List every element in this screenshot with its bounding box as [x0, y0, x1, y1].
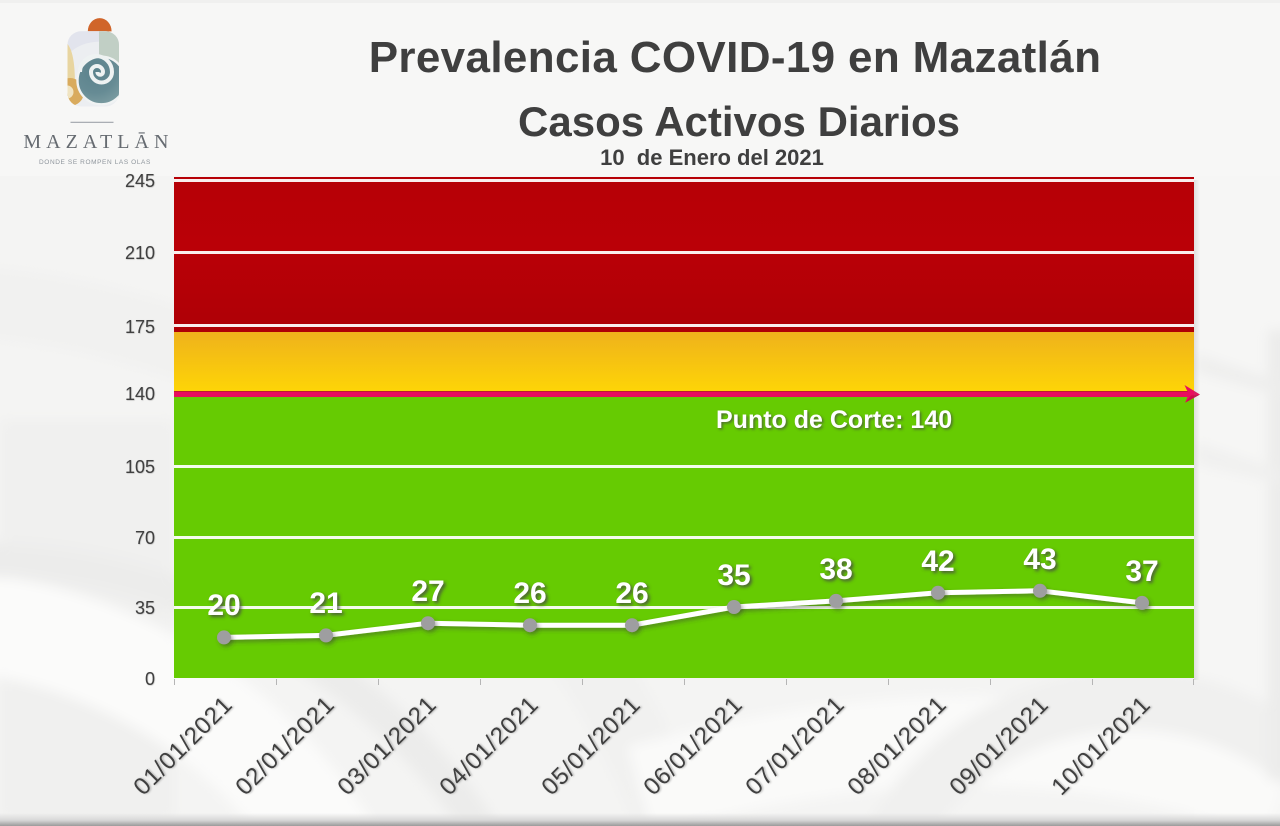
- svg-text:MAZATLĀN: MAZATLĀN: [23, 131, 173, 153]
- svg-text:DONDE SE ROMPEN LAS OLAS: DONDE SE ROMPEN LAS OLAS: [39, 159, 151, 166]
